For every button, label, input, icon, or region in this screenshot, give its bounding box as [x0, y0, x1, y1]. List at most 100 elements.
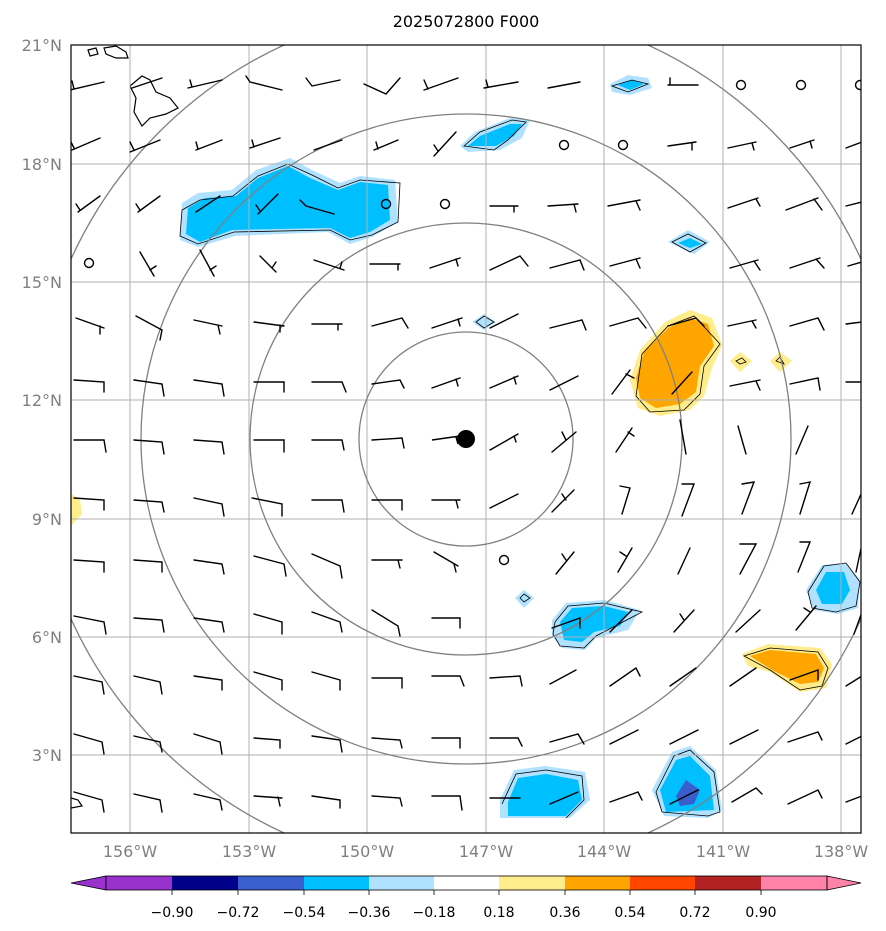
wind-barb — [549, 733, 585, 745]
shaded-anomaly-fields — [71, 75, 860, 818]
storm-center-marker — [457, 430, 475, 448]
colorbar-tick-label: 0.18 — [483, 905, 514, 921]
colorbar-tick-label: −0.90 — [151, 905, 194, 921]
wind-barbs — [71, 75, 861, 813]
anomaly-region — [676, 780, 700, 806]
wind-barb — [845, 675, 861, 687]
wind-barb — [73, 791, 105, 813]
colorbar-segment — [172, 876, 238, 890]
wind-barb — [313, 259, 345, 271]
colorbar-segment — [761, 876, 827, 890]
wind-barb — [193, 733, 223, 755]
colorbar-tick-label: −0.36 — [348, 905, 391, 921]
island-outline — [129, 75, 179, 127]
anomaly-region — [770, 352, 792, 372]
wind-barb — [669, 789, 699, 805]
wind-barb — [423, 77, 459, 91]
wind-barb — [75, 195, 101, 213]
wind-barb — [311, 671, 341, 691]
wind-barb — [253, 439, 285, 453]
wind-barb — [609, 257, 641, 269]
wind-barb — [845, 201, 861, 207]
anomaly-region — [636, 318, 714, 408]
wind-barb — [847, 261, 861, 267]
wind-barb — [193, 379, 225, 397]
calm-circle — [795, 79, 807, 91]
wind-barb — [617, 547, 633, 573]
wind-barb — [193, 675, 223, 691]
wind-barb — [431, 617, 461, 629]
wind-barb — [735, 609, 761, 633]
colorbar-tick-label: 0.72 — [679, 905, 710, 921]
wind-barb — [729, 667, 757, 687]
contour-line — [742, 647, 829, 691]
wind-barb — [609, 729, 639, 745]
wind-barb — [311, 735, 343, 753]
colorbar-extend-min — [70, 875, 107, 891]
wind-barb — [483, 79, 519, 89]
range-ring — [140, 113, 792, 765]
lon-label: 153°W — [222, 842, 277, 861]
wind-barb — [669, 729, 699, 745]
anomaly-region — [186, 166, 390, 242]
wind-barb — [133, 793, 163, 813]
wind-barb — [133, 379, 165, 397]
wind-barb — [671, 371, 693, 395]
wind-barb — [253, 671, 283, 691]
wind-barb — [547, 203, 579, 213]
wind-barb — [489, 375, 519, 389]
colorbar-segment — [106, 876, 172, 890]
wind-barb — [787, 789, 823, 805]
colorbar-segment — [565, 876, 630, 890]
wind-barb — [73, 675, 105, 695]
wind-barb — [551, 617, 581, 629]
wind-barb — [305, 77, 341, 87]
wind-barb — [551, 431, 577, 453]
anomaly-region — [678, 238, 702, 248]
lat-label: 18°N — [22, 155, 62, 174]
wind-barb — [253, 795, 283, 807]
wind-barb — [795, 605, 817, 631]
lon-label: 144°W — [577, 842, 632, 861]
wind-barb — [845, 321, 861, 325]
colorbar-ticks — [171, 890, 762, 895]
wind-barb — [489, 313, 519, 329]
lon-label: 138°W — [814, 842, 869, 861]
wind-barb — [193, 319, 223, 335]
island-outline — [103, 45, 129, 59]
wind-barb — [255, 193, 279, 215]
wind-barb — [371, 437, 405, 449]
wind-barb — [133, 439, 165, 455]
lat-label: 6°N — [32, 628, 62, 647]
wind-barb — [133, 675, 163, 695]
colorbar-tick-labels: −0.90 −0.72 −0.54 −0.36 −0.18 0.18 0.36 … — [151, 905, 777, 921]
wind-barb — [433, 551, 459, 573]
wind-barb — [199, 249, 217, 277]
wind-barb — [431, 675, 465, 687]
colorbar-segment — [434, 876, 499, 890]
contour-line — [501, 769, 585, 819]
wind-barb — [489, 737, 523, 747]
wind-barb — [845, 141, 861, 149]
calm-circle — [498, 554, 510, 566]
colorbar-segment — [695, 876, 761, 890]
longitude-labels: 156°W 153°W 150°W 147°W 144°W 141°W 138°… — [103, 842, 869, 861]
wind-barb — [129, 139, 161, 153]
wind-barb — [371, 499, 403, 511]
wind-barb — [135, 315, 163, 341]
wind-barb — [729, 729, 759, 745]
wind-barb — [135, 195, 161, 213]
wind-barb — [73, 497, 105, 511]
wind-barb — [549, 791, 579, 805]
wind-barb — [611, 369, 635, 395]
wind-barb — [489, 493, 519, 509]
wind-barb — [73, 439, 107, 453]
wind-barb — [131, 77, 163, 89]
wind-barb — [195, 139, 223, 151]
colorbar-tick-label: −0.54 — [283, 905, 326, 921]
wind-barb — [73, 733, 105, 755]
colorbar-tick-label: 0.90 — [745, 905, 776, 921]
wind-barb — [253, 381, 285, 393]
wind-barb — [371, 559, 403, 569]
